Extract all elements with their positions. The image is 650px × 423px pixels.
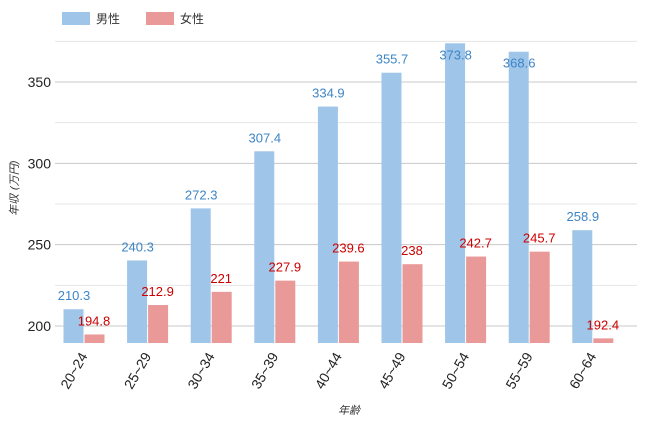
- x-tick-label: 40~44: [311, 349, 345, 391]
- data-label-male: 355.7: [376, 52, 409, 67]
- y-tick-label: 300: [28, 155, 52, 171]
- bar-female: [593, 338, 614, 343]
- bar-male: [254, 151, 275, 343]
- data-label-male: 210.3: [58, 288, 91, 303]
- x-tick-label: 50~54: [439, 349, 473, 391]
- y-axis-ticks: 200 250 300 350: [28, 74, 52, 334]
- y-axis-title: 年収 (万円): [8, 160, 21, 216]
- x-axis-title: 年齢: [338, 404, 361, 417]
- bars: [63, 43, 614, 344]
- data-label-male: 258.9: [567, 209, 600, 224]
- bar-male: [572, 230, 593, 343]
- bar-female: [402, 264, 423, 343]
- bar-male: [63, 309, 84, 343]
- bar-male: [190, 208, 211, 343]
- data-label-female: 239.6: [332, 241, 365, 256]
- legend: 男性 女性: [62, 11, 204, 26]
- legend-swatch-male: [62, 12, 90, 25]
- x-tick-label: 60~64: [566, 349, 600, 391]
- data-label-female: 221: [210, 271, 232, 286]
- bar-female: [148, 305, 169, 343]
- x-axis-ticks: 20~24 25~29 30~34 35~39 40~44 45~49 50~54 55~59…: [57, 349, 599, 391]
- bar-male: [127, 260, 148, 343]
- data-label-male: 272.3: [185, 187, 218, 202]
- gridlines: [55, 40, 637, 327]
- y-tick-label: 250: [28, 237, 52, 253]
- data-label-female: 242.7: [459, 236, 492, 251]
- bar-female: [211, 291, 232, 343]
- data-label-male: 240.3: [121, 239, 154, 254]
- data-label-female: 227.9: [269, 260, 302, 275]
- data-label-female: 238: [401, 243, 423, 258]
- x-tick-label: 30~34: [184, 349, 218, 391]
- legend-label-female: 女性: [180, 11, 204, 26]
- data-label-male: 334.9: [312, 86, 345, 101]
- bar-male: [445, 43, 466, 343]
- legend-swatch-female: [146, 12, 174, 25]
- bar-male: [508, 51, 529, 344]
- data-label-male: 368.6: [503, 56, 536, 71]
- data-label-female: 245.7: [523, 231, 556, 246]
- data-label-male: 307.4: [249, 130, 282, 145]
- bar-male: [317, 106, 338, 343]
- bar-female: [84, 334, 105, 343]
- data-label-female: 192.4: [587, 317, 620, 332]
- data-labels: 210.3 194.8 240.3 212.9 272.3 221 307.4 227.9 33…: [58, 47, 619, 332]
- x-tick-label: 35~39: [248, 349, 282, 391]
- bar-male: [381, 72, 402, 343]
- data-label-female: 194.8: [78, 313, 111, 328]
- y-tick-label: 350: [28, 74, 52, 90]
- data-label-female: 212.9: [141, 284, 174, 299]
- x-tick-label: 45~49: [375, 349, 409, 391]
- x-tick-label: 25~29: [121, 349, 155, 391]
- x-tick-label: 55~59: [502, 349, 536, 391]
- x-tick-label: 20~24: [57, 349, 91, 391]
- data-label-male: 373.8: [439, 47, 472, 62]
- bar-female: [338, 261, 359, 343]
- bar-female: [466, 256, 487, 343]
- bar-female: [529, 251, 550, 343]
- bar-female: [275, 280, 296, 343]
- y-tick-label: 200: [28, 318, 52, 334]
- legend-label-male: 男性: [96, 12, 120, 26]
